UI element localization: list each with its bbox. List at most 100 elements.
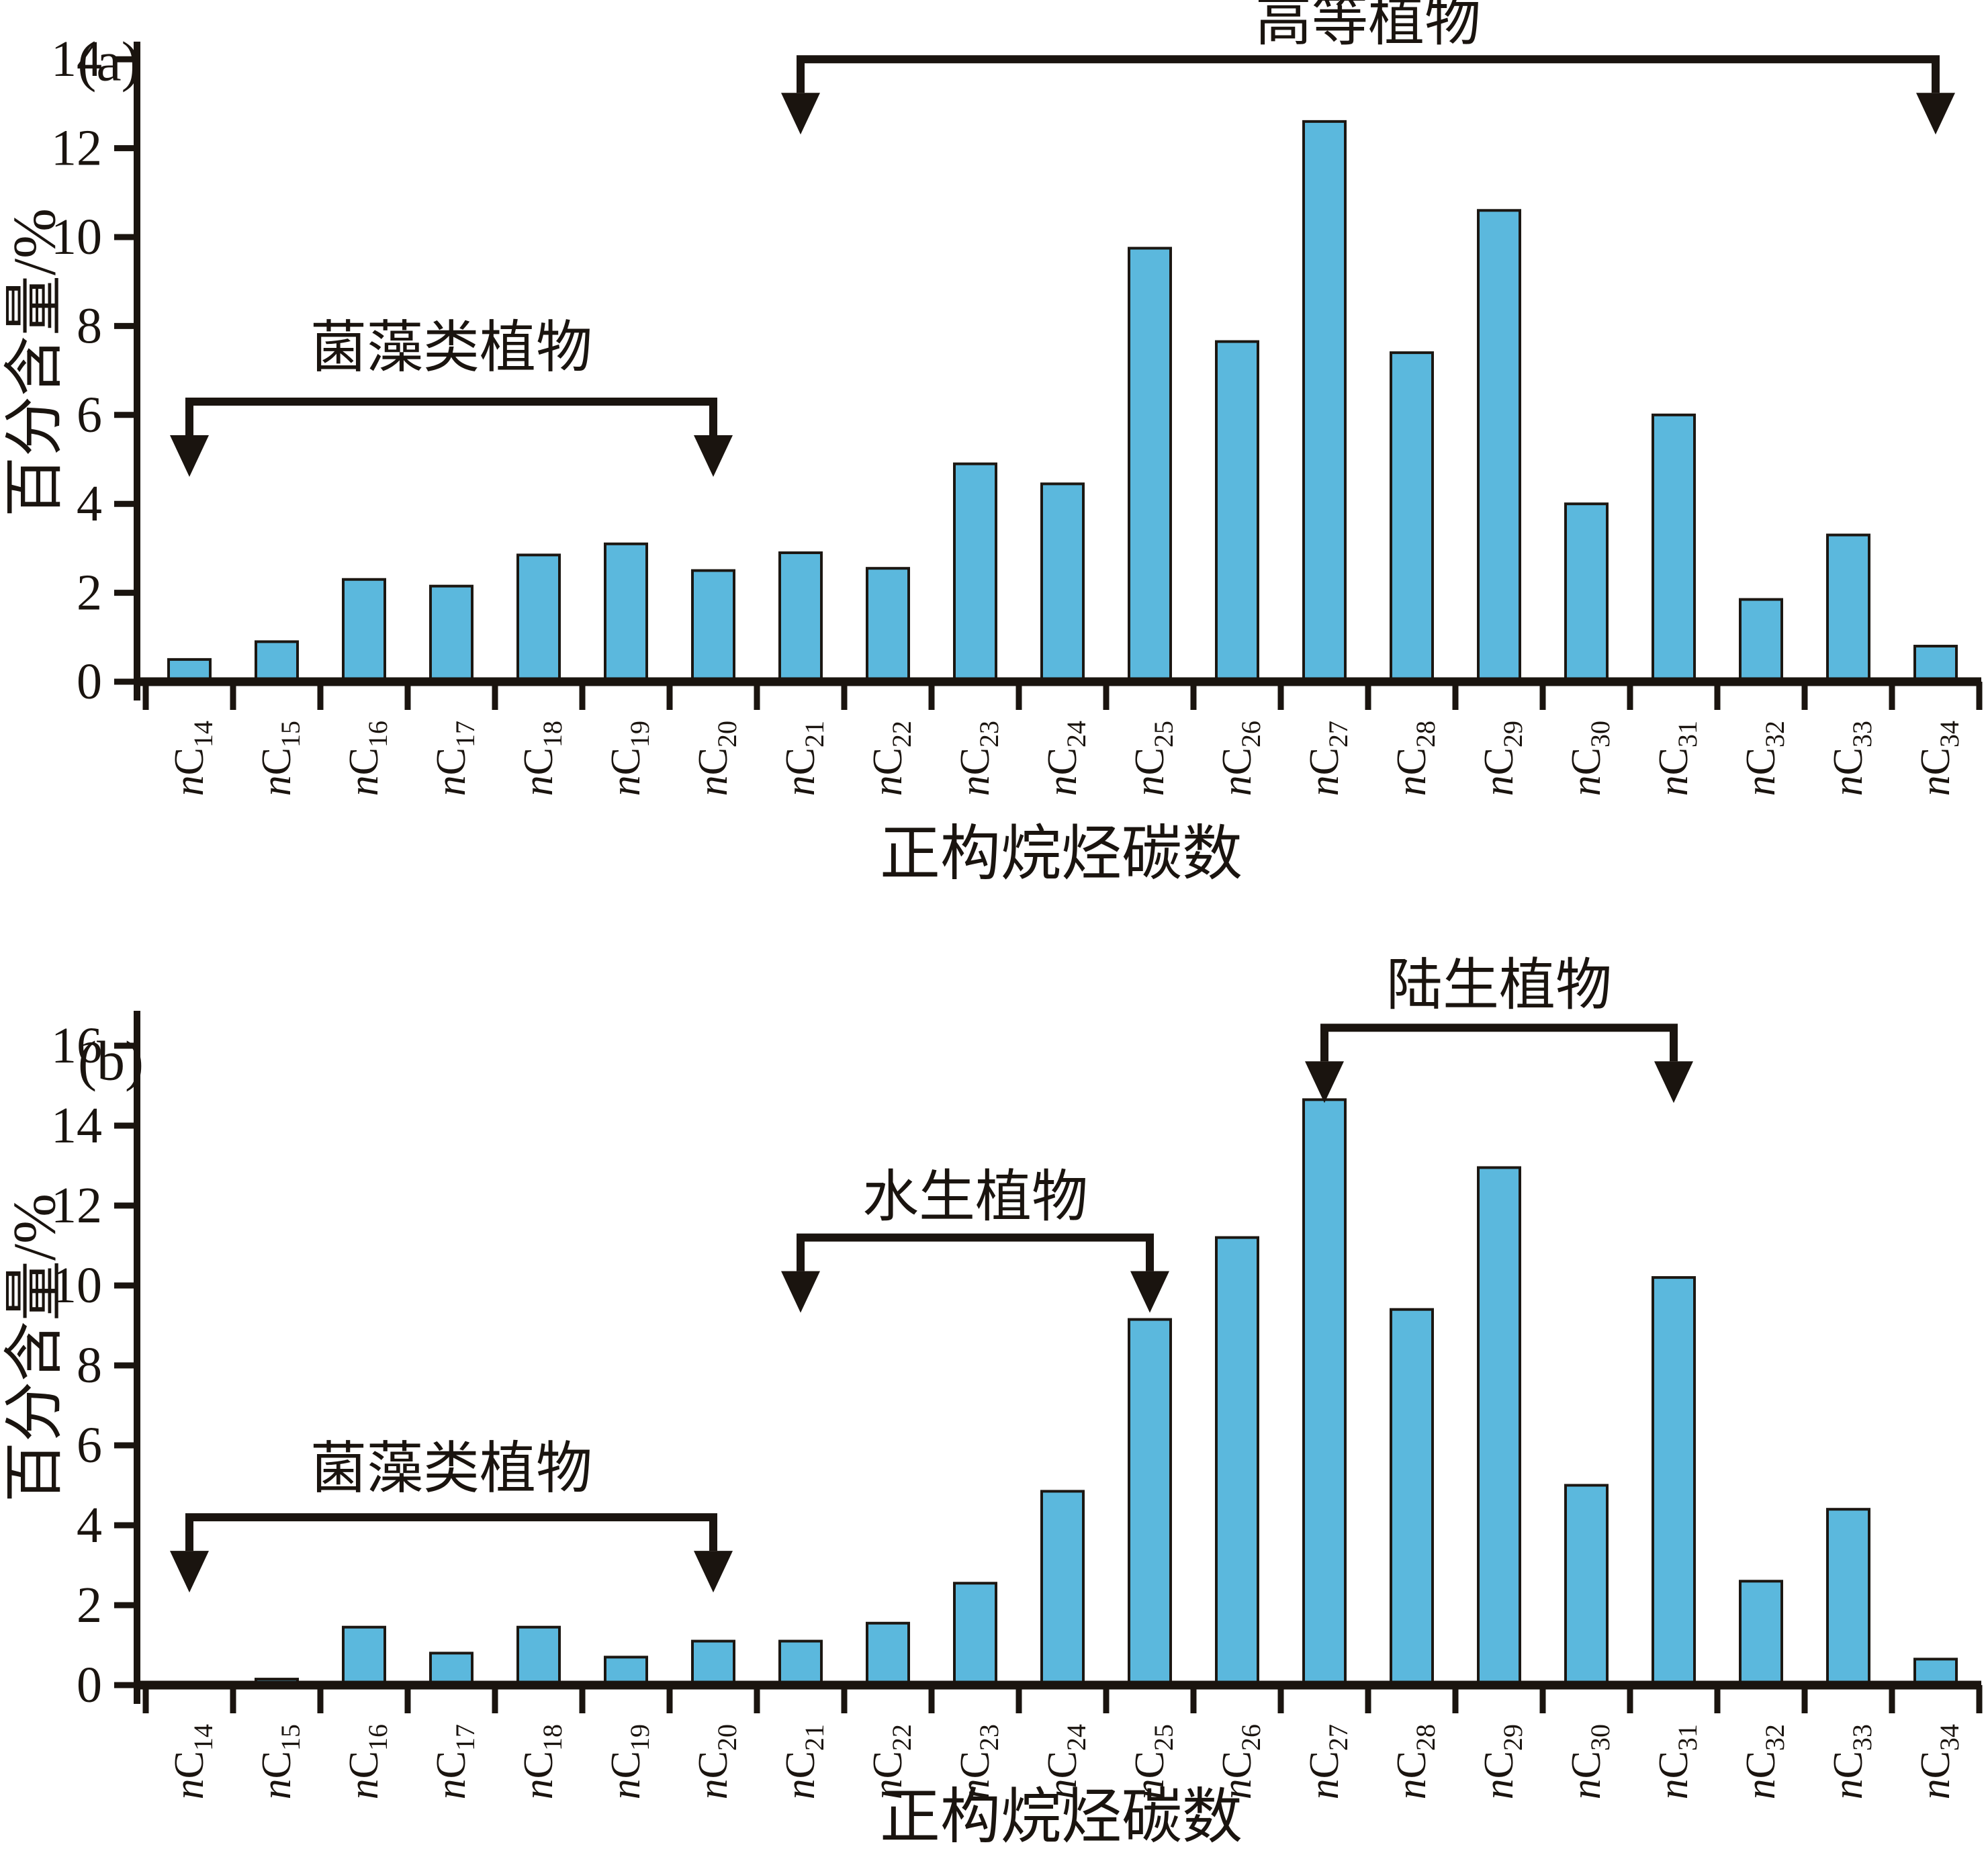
bar-nC25 <box>1128 1318 1172 1686</box>
annotation-bracket <box>797 1233 1154 1271</box>
annotation-label: 菌藻类植物 <box>310 317 592 379</box>
annotation-arrowhead <box>1916 93 1955 135</box>
bar-nC33 <box>1826 1508 1870 1686</box>
x-tick-label-nC19: nC19 <box>603 1724 655 1799</box>
annotation-陆生植物: 陆生植物 <box>1305 954 1693 1103</box>
annotation-bracket <box>185 1513 717 1551</box>
y-tick-label: 2 <box>77 565 102 621</box>
bar-nC19 <box>604 542 648 684</box>
x-tick-label-nC27: nC27 <box>1302 721 1353 796</box>
bar-nC32 <box>1739 598 1783 684</box>
bar-nC23 <box>953 462 997 683</box>
annotation-bracket <box>797 55 1940 93</box>
x-axis-title: 正构烷烃碳数 <box>880 1784 1242 1850</box>
bar-nC21 <box>778 1639 823 1687</box>
annotation-label: 菌藻类植物 <box>310 1438 592 1500</box>
x-tick-label-nC16: nC16 <box>341 1724 393 1799</box>
x-tick-label-nC33: nC33 <box>1825 1724 1877 1799</box>
bar-nC28 <box>1390 351 1434 683</box>
panel-b: 0 2 4 6 8 10 12 14 16 nC14 nC15 nC16 nC17 nC18 nC19 nC2… <box>2 954 1983 1851</box>
x-tick-label-nC15: nC15 <box>254 721 306 796</box>
annotation-水生植物: 水生植物 <box>781 1167 1169 1313</box>
bar-nC23 <box>953 1582 997 1686</box>
y-tick-label: 10 <box>51 209 102 265</box>
annotation-label: 高等植物 <box>1255 0 1481 52</box>
y-tick-label: 4 <box>77 1497 102 1553</box>
x-tick-label-nC28: nC28 <box>1389 1724 1441 1799</box>
y-tick-label: 14 <box>51 31 102 87</box>
x-tick-label-nC17: nC17 <box>428 721 480 796</box>
x-tick-label-nC15: nC15 <box>254 1724 306 1799</box>
y-tick-label: 0 <box>77 653 102 710</box>
bar-nC26 <box>1215 340 1259 683</box>
annotation-arrowhead <box>694 1551 733 1593</box>
x-tick-label-nC24: nC24 <box>1040 1724 1091 1799</box>
x-tick-label-nC23: nC23 <box>952 721 1004 796</box>
x-tick-label-nC27: nC27 <box>1302 1724 1353 1799</box>
bar-nC18 <box>516 1625 561 1687</box>
bar-nC33 <box>1826 533 1870 683</box>
bar-nC22 <box>866 567 910 683</box>
bar-nC27 <box>1302 1098 1347 1686</box>
y-tick-label: 6 <box>77 387 102 443</box>
x-tick-label-nC16: nC16 <box>341 721 393 796</box>
annotation-arrowhead <box>1305 1061 1344 1103</box>
bar-nC20 <box>691 569 735 683</box>
x-tick-label-nC30: nC30 <box>1564 1724 1615 1799</box>
y-tick-label: 2 <box>77 1577 102 1633</box>
bar-nC15 <box>255 640 299 683</box>
x-tick-label-nC21: nC21 <box>778 721 829 796</box>
bar-nC22 <box>866 1621 910 1686</box>
x-tick-label-nC28: nC28 <box>1389 721 1441 796</box>
annotation-arrowhead <box>170 435 209 477</box>
bar-nC25 <box>1128 246 1172 683</box>
y-tick-label: 16 <box>51 1018 102 1074</box>
bar-nC24 <box>1040 1490 1085 1687</box>
bar-nC16 <box>342 578 386 683</box>
y-tick-label: 8 <box>77 298 102 354</box>
panel-label: (b) <box>78 1030 144 1093</box>
bar-nC16 <box>342 1625 386 1687</box>
y-tick-label: 8 <box>77 1337 102 1394</box>
x-tick-label-nC30: nC30 <box>1564 721 1615 796</box>
bar-nC26 <box>1215 1236 1259 1686</box>
annotation-bracket <box>185 397 717 435</box>
x-tick-label-nC25: nC25 <box>1127 721 1179 796</box>
annotation-bracket <box>1320 1024 1678 1062</box>
x-tick-label-nC19: nC19 <box>603 721 655 796</box>
y-tick-label: 0 <box>77 1657 102 1713</box>
annotation-arrowhead <box>781 1271 820 1313</box>
x-tick-label-nC20: nC20 <box>690 721 742 796</box>
x-axis-title: 正构烷烃碳数 <box>880 821 1242 888</box>
x-tick-label-nC22: nC22 <box>865 721 917 796</box>
y-axis-title: 百分含量/% <box>2 208 69 517</box>
x-tick-label-nC25: nC25 <box>1127 1724 1179 1799</box>
x-tick-label-nC29: nC29 <box>1476 721 1528 796</box>
x-tick-label-nC26: nC26 <box>1214 721 1266 796</box>
bar-nC30 <box>1564 502 1609 683</box>
bar-nC17 <box>429 584 473 683</box>
x-tick-label-nC34: nC34 <box>1913 721 1964 796</box>
annotation-arrowhead <box>170 1551 209 1593</box>
bar-nC31 <box>1652 1276 1696 1686</box>
annotation-arrowhead <box>1654 1061 1693 1103</box>
annotation-label: 水生植物 <box>862 1167 1088 1229</box>
bar-nC30 <box>1564 1484 1609 1686</box>
x-tick-label-nC22: nC22 <box>865 1724 917 1799</box>
panel-a: 0 2 4 6 8 10 12 14 nC14 nC15 nC16 nC17 nC18 nC19 nC20 n… <box>2 0 1983 888</box>
bar-nC28 <box>1390 1308 1434 1686</box>
y-tick-label: 4 <box>77 476 102 532</box>
x-tick-label-nC34: nC34 <box>1913 1724 1964 1799</box>
annotation-label: 陆生植物 <box>1386 954 1612 1017</box>
x-tick-label-nC21: nC21 <box>778 1724 829 1799</box>
bar-nC17 <box>429 1652 473 1686</box>
bar-nC18 <box>516 553 561 684</box>
x-tick-label-nC18: nC18 <box>516 721 568 796</box>
bar-nC20 <box>691 1639 735 1687</box>
x-tick-label-nC14: nC14 <box>167 1724 218 1799</box>
annotation-arrowhead <box>781 93 820 135</box>
x-tick-label-nC20: nC20 <box>690 1724 742 1799</box>
x-tick-label-nC29: nC29 <box>1476 1724 1528 1799</box>
